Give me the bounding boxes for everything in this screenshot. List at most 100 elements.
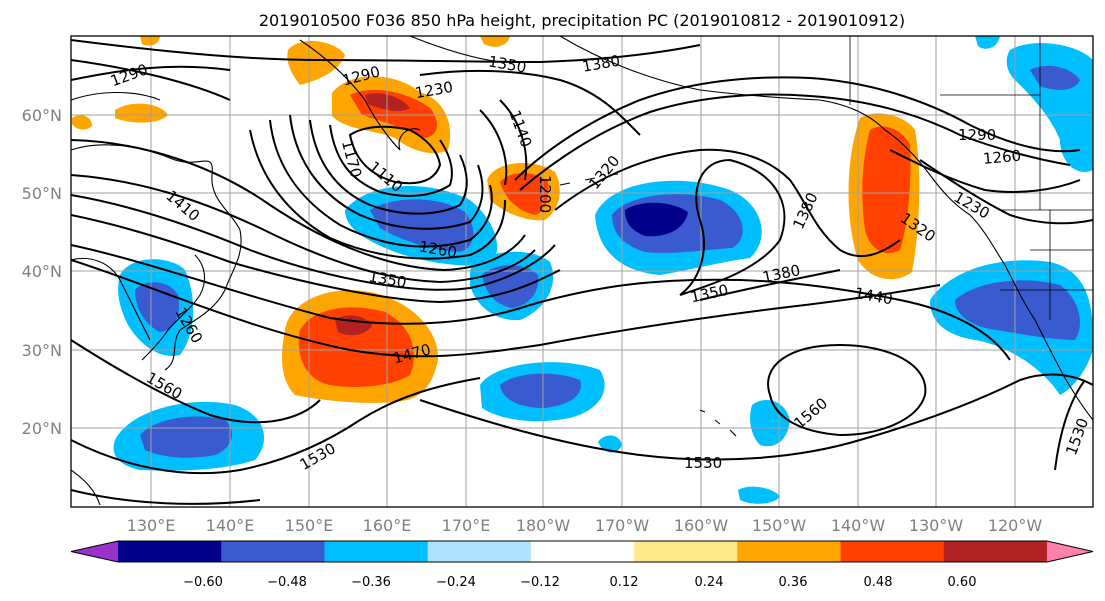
contour-1260 xyxy=(269,76,1081,248)
colorbar-bin xyxy=(71,541,118,562)
precip-blob-gulf-alaska-core xyxy=(862,126,911,254)
height-contours xyxy=(71,39,1093,505)
precip-shading xyxy=(72,36,1093,504)
colorbar-bin xyxy=(634,541,738,562)
precip-blob-philippine-sea-core xyxy=(140,416,233,458)
colorbar-outline xyxy=(70,540,1094,563)
colorbar-tick-label: −0.36 xyxy=(351,575,391,590)
lon-label: 160°W xyxy=(674,516,729,535)
contour-labels: 1290 1290 1230 1350 1380 1170 1140 1110 … xyxy=(108,51,1092,473)
colorbar-tick-label: −0.60 xyxy=(183,575,223,590)
precip-blob-subtropical-core xyxy=(500,373,581,408)
precip-blob-small-4 xyxy=(140,36,160,46)
map-panel: 1290 1290 1230 1350 1380 1170 1140 1110 … xyxy=(70,35,1094,508)
colorbar-tick-label: −0.24 xyxy=(436,575,476,590)
lon-label: 150°W xyxy=(752,516,807,535)
coastline-okhotsk xyxy=(71,91,161,101)
contour-1290-gulf xyxy=(889,149,1081,193)
lat-label: 20°N xyxy=(22,419,62,438)
colorbar-bin xyxy=(1047,541,1093,562)
coastline-bering xyxy=(409,36,501,63)
contour-1380-south xyxy=(71,194,841,301)
lon-label: 140°E xyxy=(206,516,255,535)
lat-label: 30°N xyxy=(22,341,62,360)
coastline-west-north-america xyxy=(969,214,1093,421)
colorbar-tick-label: 0.60 xyxy=(948,575,977,590)
precip-blob-hawaii-east xyxy=(750,400,790,447)
lon-label: 170°E xyxy=(442,516,491,535)
contour-label: 1260 xyxy=(982,147,1022,168)
precip-blob-dateline-core xyxy=(482,265,539,308)
lat-label: 50°N xyxy=(22,184,62,203)
figure-title: 2019010500 F036 850 hPa height, precipit… xyxy=(259,11,905,30)
lon-label: 140°W xyxy=(831,516,886,535)
coastline-alaska xyxy=(559,36,971,216)
contour-1350-north xyxy=(71,59,641,136)
coastlines xyxy=(71,36,1093,506)
colorbar-bin xyxy=(737,541,842,562)
precip-blob-northwest-canada-core xyxy=(1030,65,1080,90)
contour-1380-north xyxy=(71,39,701,64)
lon-label: 130°W xyxy=(909,516,964,535)
colorbar-bin xyxy=(427,541,532,562)
map-gridlines xyxy=(71,36,1093,507)
contour-1440 xyxy=(71,244,1011,361)
longitude-labels: 130°E 140°E 150°E 160°E 170°E 180°W 170°… xyxy=(127,516,1043,535)
lon-label: 150°E xyxy=(285,516,334,535)
contour-1140 xyxy=(348,125,442,185)
colorbar-tick-label: 0.24 xyxy=(695,575,724,590)
contour-1170 xyxy=(329,109,508,197)
political-borders xyxy=(849,36,1093,320)
border-canada-provinces xyxy=(940,36,1041,210)
latitude-labels: 60°N 50°N 40°N 30°N 20°N xyxy=(22,106,62,438)
colorbar-bin xyxy=(840,541,945,562)
precip-blob-small-5 xyxy=(115,103,168,123)
colorbar-tick-label: 0.48 xyxy=(864,575,893,590)
coastline-kamchatka xyxy=(299,39,421,151)
colorbar-ticks: −0.60 −0.48 −0.36 −0.24 −0.12 0.12 0.24 … xyxy=(183,575,976,590)
precip-blob-northeast-pacific-peak xyxy=(625,202,688,237)
contour-1530-west xyxy=(71,377,481,475)
contour-1290 xyxy=(71,65,1071,260)
contour-1470 xyxy=(71,259,941,358)
precip-blob-small-6 xyxy=(480,36,510,47)
precip-blob-westpac-core xyxy=(298,307,414,387)
lat-label: 40°N xyxy=(22,262,62,281)
colorbar-bin xyxy=(324,541,429,562)
lon-label: 170°W xyxy=(595,516,650,535)
contour-1320 xyxy=(71,139,901,272)
map-frame xyxy=(70,35,1094,508)
colorbar-tick-label: −0.12 xyxy=(520,575,560,590)
contour-1560-east xyxy=(767,343,927,437)
lon-label: 130°E xyxy=(127,516,176,535)
lon-label: 180°W xyxy=(516,516,571,535)
colorbar-bin xyxy=(221,541,325,562)
contour-label: 1290 xyxy=(958,126,996,144)
colorbar-tick-label: 0.36 xyxy=(779,575,808,590)
coastline-hawaii xyxy=(699,409,737,437)
contour-label: 1200 xyxy=(536,175,554,213)
contour-1200 xyxy=(309,99,528,215)
contour-1350-outer xyxy=(71,158,786,296)
contour-1500-south xyxy=(71,489,261,505)
colorbar-bin xyxy=(530,541,635,562)
border-us-states xyxy=(1000,210,1093,320)
precip-blob-small-7 xyxy=(975,36,1000,49)
precip-blob-small-3 xyxy=(72,115,92,130)
coastline-japan xyxy=(141,254,206,361)
contour-1530-east xyxy=(419,373,1093,461)
colorbar-bin xyxy=(943,541,1048,562)
precip-blob-north-small xyxy=(287,40,345,85)
colorbar-tick-label: −0.48 xyxy=(267,575,307,590)
lon-label: 160°E xyxy=(363,516,412,535)
precip-blob-aleutian-core xyxy=(500,173,549,215)
coastline-philippines xyxy=(71,469,101,506)
lon-label: 120°W xyxy=(988,516,1043,535)
contour-1530-far-east xyxy=(1054,379,1086,471)
precip-blob-small-2 xyxy=(738,486,780,504)
contour-label: 1530 xyxy=(684,454,722,472)
colorbar-bins xyxy=(70,540,1094,563)
colorbar: −0.60 −0.48 −0.36 −0.24 −0.12 0.12 0.24 … xyxy=(70,540,1094,590)
contour-1410 xyxy=(71,214,561,304)
